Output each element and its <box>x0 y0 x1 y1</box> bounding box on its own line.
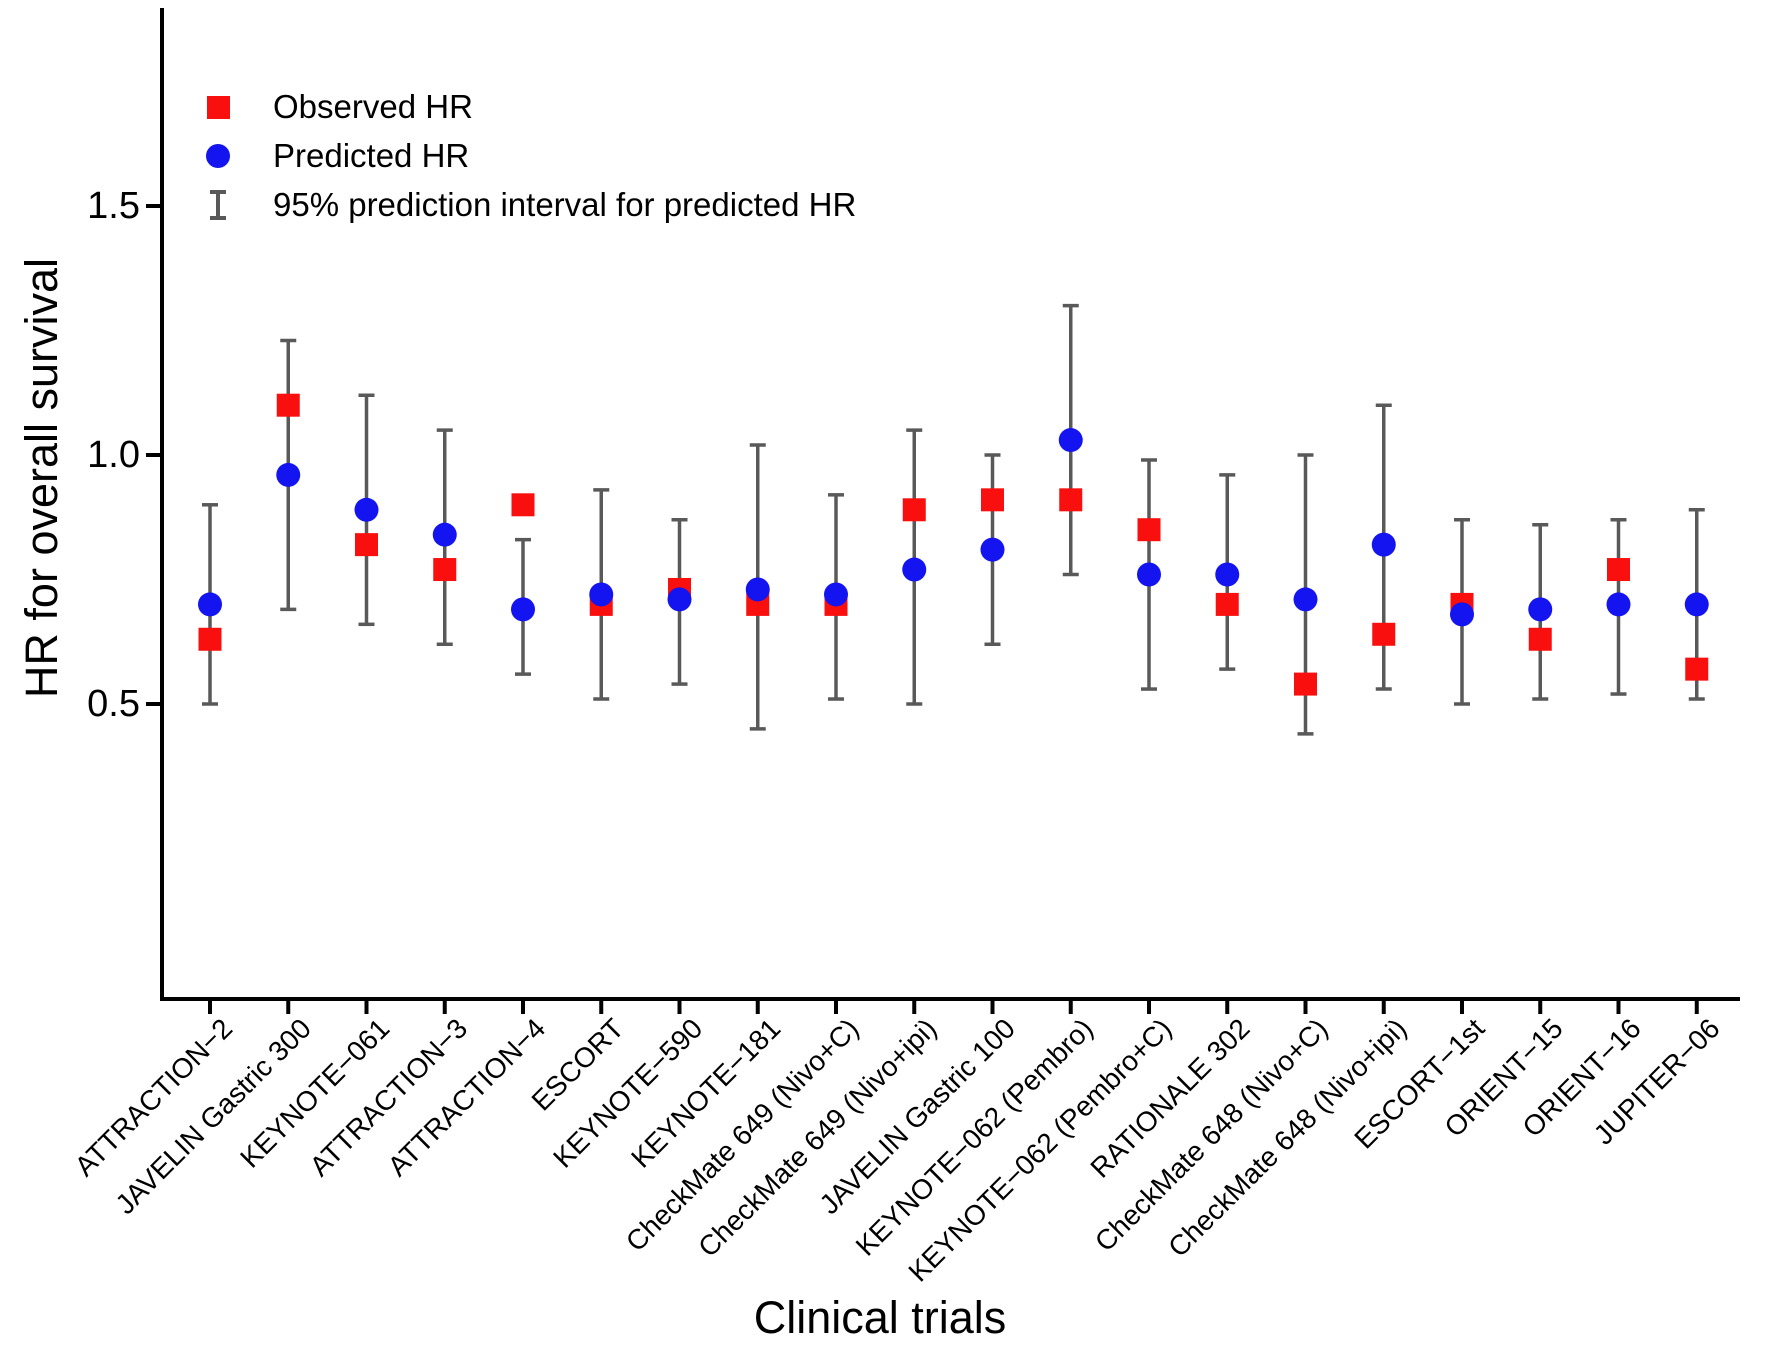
observed-hr-marker <box>1137 518 1161 542</box>
predicted-hr-marker <box>1058 428 1083 453</box>
x-axis-title: Clinical trials <box>753 1292 1007 1343</box>
observed-hr-marker <box>276 393 300 417</box>
observed-hr-marker <box>1372 622 1396 646</box>
y-tick-label: 1.5 <box>87 185 140 227</box>
predicted-hr-marker <box>354 497 379 522</box>
predicted-hr-marker <box>1137 562 1161 587</box>
predicted-hr-marker <box>1215 562 1240 587</box>
predicted-hr-marker <box>824 582 848 607</box>
y-axis-tick-labels: 0.5 1.0 1.5 <box>0 0 146 1359</box>
legend-predicted-label: Predicted HR <box>273 137 470 174</box>
predicted-hr-marker <box>1606 592 1631 617</box>
predicted-hr-marker <box>745 577 770 602</box>
predicted-hr-marker <box>980 537 1005 562</box>
observed-hr-marker <box>1294 672 1317 696</box>
observed-hr-square-icon <box>206 95 230 119</box>
y-axis-title: HR for overall survival <box>16 257 67 699</box>
predicted-hr-marker <box>432 522 457 547</box>
observed-hr-marker <box>1685 657 1709 681</box>
predicted-hr-marker <box>198 592 222 617</box>
legend-item-observed: Observed HR <box>205 87 473 127</box>
observed-hr-marker <box>1059 488 1083 512</box>
error-bar-icon <box>210 190 226 220</box>
predicted-hr-marker <box>589 582 614 607</box>
legend-observed-label: Observed HR <box>273 88 473 125</box>
predicted-hr-marker <box>667 587 692 612</box>
y-tick-label: 1.0 <box>87 434 140 476</box>
predicted-hr-circle-icon <box>206 144 230 168</box>
predicted-hr-marker <box>1293 587 1318 612</box>
observed-hr-marker <box>1607 558 1630 582</box>
legend-item-predicted: Predicted HR <box>205 136 469 176</box>
legend-item-interval: 95% prediction interval for predicted HR <box>205 185 856 225</box>
predicted-hr-marker <box>1684 592 1709 617</box>
observed-hr-marker <box>198 627 222 651</box>
predicted-hr-marker <box>276 462 301 487</box>
predicted-hr-marker <box>902 557 927 582</box>
observed-hr-marker <box>1528 627 1552 651</box>
observed-hr-marker <box>433 558 457 582</box>
observed-hr-marker <box>981 488 1004 512</box>
legend-observed-marker-box <box>205 87 231 127</box>
observed-hr-marker <box>1215 592 1239 616</box>
observed-hr-marker <box>511 493 535 517</box>
predicted-hr-marker <box>1450 602 1474 627</box>
legend-interval-label: 95% prediction interval for predicted HR <box>273 186 857 223</box>
observed-hr-marker <box>902 498 926 522</box>
legend-interval-marker-box <box>205 185 231 225</box>
predicted-hr-marker <box>511 597 535 622</box>
observed-hr-marker <box>355 533 378 557</box>
predicted-hr-marker <box>1371 532 1396 557</box>
y-tick-label: 0.5 <box>87 683 140 725</box>
legend-predicted-marker-box <box>205 136 231 176</box>
predicted-hr-marker <box>1528 597 1553 622</box>
